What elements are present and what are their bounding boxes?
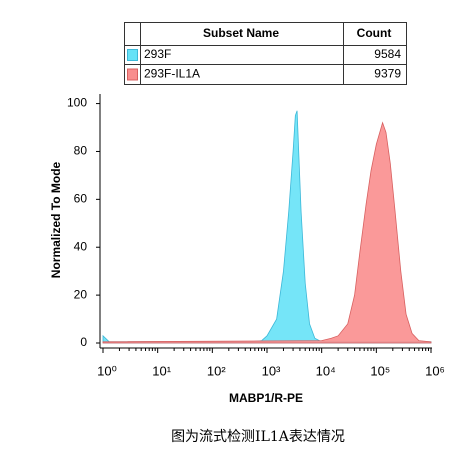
x-tick-label: 10¹ bbox=[152, 363, 171, 378]
x-tick-label: 10⁵ bbox=[370, 363, 390, 378]
x-tick-label: 10³ bbox=[262, 363, 281, 378]
x-tick-label: 10⁶ bbox=[425, 363, 445, 378]
legend-header: Subset Name bbox=[203, 26, 279, 40]
area bbox=[102, 121, 432, 344]
y-tick-label: 100 bbox=[67, 96, 87, 110]
legend-header: Count bbox=[357, 26, 392, 40]
y-axis-title: Normalized To Mode bbox=[49, 161, 63, 278]
x-tick-label: 10⁴ bbox=[316, 363, 336, 378]
x-tick-label: 10⁰ bbox=[97, 363, 117, 378]
legend-count: 9379 bbox=[374, 67, 401, 81]
x-axis-title: MABP1/R-PE bbox=[229, 391, 303, 405]
legend-count: 9584 bbox=[374, 47, 401, 61]
legend-swatch bbox=[127, 49, 138, 61]
y-tick-label: 80 bbox=[74, 144, 88, 158]
legend-box bbox=[124, 22, 407, 85]
x-tick-label: 10² bbox=[207, 363, 226, 378]
y-tick-label: 0 bbox=[80, 335, 87, 349]
legend-swatch bbox=[127, 68, 138, 81]
y-tick-label: 40 bbox=[74, 239, 88, 253]
legend-label: 293F-IL1A bbox=[144, 67, 200, 81]
y-tick-label: 60 bbox=[74, 192, 88, 206]
y-tick-label: 20 bbox=[74, 287, 88, 301]
caption: 图为流式检测IL1A表达情况 bbox=[171, 429, 345, 445]
legend-label: 293F bbox=[144, 47, 171, 61]
